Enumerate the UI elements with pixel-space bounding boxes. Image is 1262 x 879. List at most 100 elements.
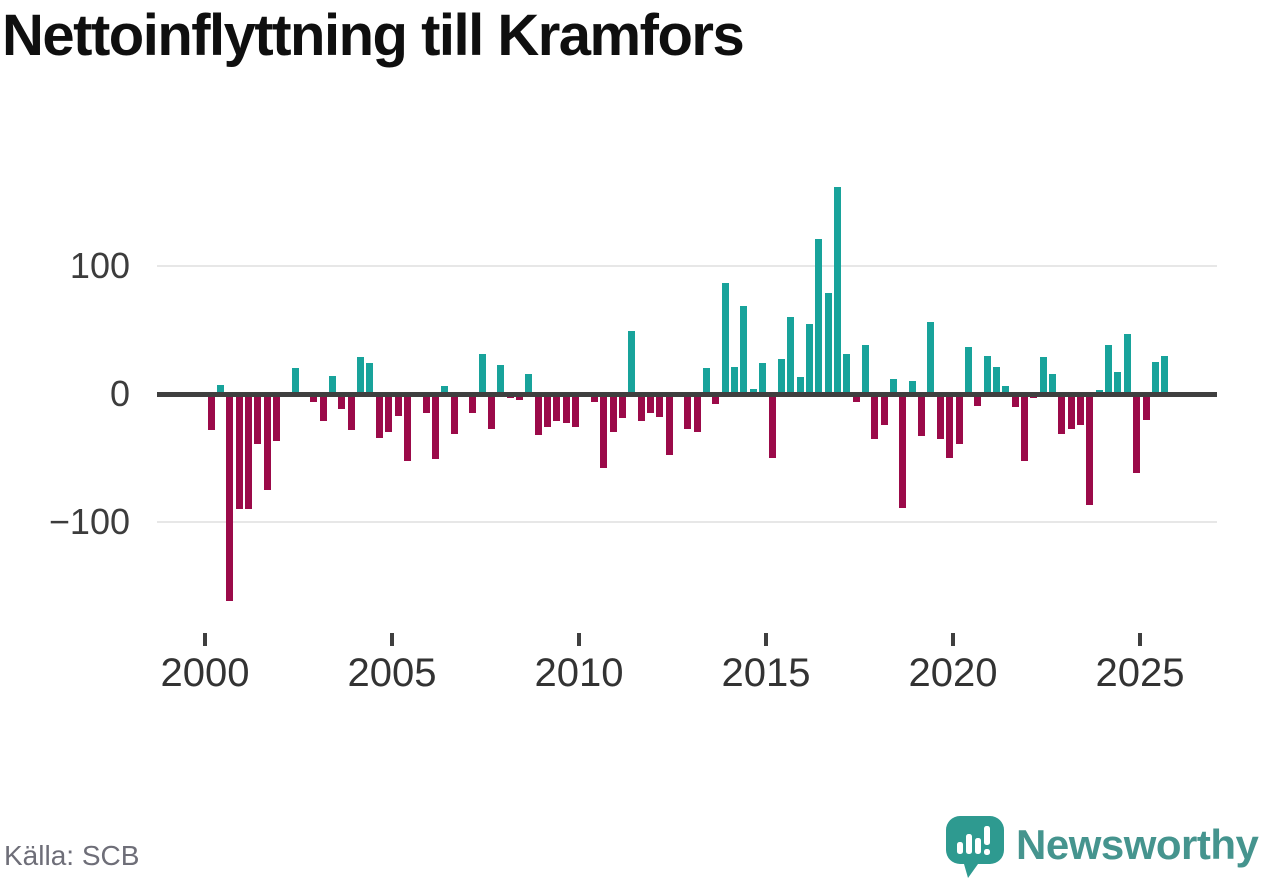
y-axis-label-100: 100 [69, 245, 130, 286]
bar-2009-q1 [544, 394, 552, 428]
bar-2022-q4 [1058, 394, 1066, 434]
bar-2021-q4 [1020, 394, 1028, 461]
logo-exclamation-dot [984, 849, 990, 855]
x-axis-tick-2010 [577, 633, 581, 646]
bar-2020-q2 [964, 346, 972, 394]
logo-bar [957, 842, 963, 854]
bar-2012-q1 [656, 394, 664, 418]
bar-2014-q3 [749, 388, 757, 394]
bar-2009-q4 [572, 394, 580, 428]
logo-bar [975, 838, 981, 854]
x-axis-label-2000: 2000 [160, 651, 250, 695]
bar-2004-q4 [385, 394, 393, 433]
logo-exclamation-line [984, 826, 990, 845]
bar-2014-q2 [740, 305, 748, 394]
bar-2004-q3 [375, 394, 383, 438]
bar-2005-q1 [394, 394, 402, 416]
bar-2024-q4 [1133, 394, 1141, 474]
bar-2023-q3 [1086, 394, 1094, 506]
x-axis-label-2010: 2010 [534, 651, 624, 695]
bar-2006-q3 [450, 394, 458, 434]
bar-2018-q3 [899, 394, 907, 508]
bar-2014-q4 [759, 363, 767, 394]
bar-2023-q2 [1077, 394, 1085, 425]
bar-2018-q1 [880, 394, 888, 425]
gridline--100 [157, 521, 1217, 523]
bar-2010-q3 [600, 394, 608, 469]
bar-2005-q4 [422, 394, 430, 414]
bar-2021-q3 [1011, 394, 1019, 407]
bar-2019-q3 [936, 394, 944, 439]
bar-2008-q4 [534, 394, 542, 435]
bar-2001-q1 [244, 394, 252, 510]
bar-2013-q4 [721, 282, 729, 394]
bar-2018-q4 [908, 381, 916, 394]
bar-2019-q1 [918, 394, 926, 437]
bar-2003-q4 [347, 394, 355, 430]
newsworthy-logo-icon [946, 816, 1004, 878]
bar-2024-q2 [1114, 372, 1122, 394]
gridline-100 [157, 265, 1217, 267]
bar-2024-q3 [1123, 333, 1131, 394]
bar-2007-q4 [497, 364, 505, 394]
zero-line [157, 392, 1217, 397]
bar-2013-q1 [693, 394, 701, 433]
bar-2001-q3 [263, 394, 271, 490]
x-axis-label-2025: 2025 [1095, 651, 1185, 695]
bar-2013-q3 [712, 394, 720, 405]
bar-2017-q3 [862, 345, 869, 394]
bar-2010-q4 [609, 394, 617, 433]
bar-2011-q1 [618, 394, 626, 419]
bar-2012-q4 [684, 394, 692, 429]
bar-2017-q1 [843, 354, 851, 394]
source-note: Källa: SCB [4, 840, 140, 871]
bar-2003-q2 [329, 376, 337, 394]
brand-wordmark: Newsworthy [1016, 821, 1259, 868]
bar-2005-q2 [403, 394, 411, 461]
bar-2016-q4 [833, 186, 841, 394]
bar-2008-q3 [525, 373, 533, 394]
bar-2001-q4 [272, 394, 280, 442]
bar-2023-q1 [1067, 394, 1075, 429]
x-axis-label-2015: 2015 [721, 651, 811, 695]
x-axis-label-2020: 2020 [908, 651, 998, 695]
bar-2022-q2 [1039, 356, 1047, 394]
brand-footer: Newsworthy [946, 814, 1262, 878]
bar-2024-q1 [1105, 345, 1113, 394]
bar-2013-q2 [703, 368, 711, 394]
bar-2019-q4 [946, 394, 954, 458]
bar-2002-q4 [310, 394, 318, 402]
bar-2011-q2 [628, 331, 636, 394]
bar-2001-q2 [254, 394, 262, 444]
chart-title: Nettoinflyttning till Kramfors [2, 3, 745, 68]
bar-2017-q4 [871, 394, 879, 439]
x-axis-tick-2015 [764, 633, 768, 646]
bar-2008-q2 [516, 394, 524, 401]
bar-2022-q3 [1049, 373, 1056, 394]
bar-2007-q1 [469, 394, 477, 414]
bar-2015-q2 [777, 359, 785, 394]
bar-2018-q2 [890, 378, 898, 394]
bar-2011-q3 [637, 394, 645, 421]
bar-2016-q3 [824, 292, 832, 394]
x-axis-tick-2005 [390, 633, 394, 646]
bar-2025-q1 [1142, 394, 1150, 420]
bar-2020-q3 [974, 394, 982, 406]
bar-2000-q2 [216, 385, 224, 394]
bar-2009-q3 [562, 394, 570, 424]
bar-2007-q3 [488, 394, 495, 429]
bar-2016-q1 [805, 323, 813, 394]
bar-2000-q1 [207, 394, 215, 430]
bar-2017-q2 [852, 394, 860, 402]
bar-2019-q2 [927, 322, 935, 394]
x-axis-tick-2020 [951, 633, 955, 646]
bar-2000-q3 [226, 394, 234, 602]
bar-2020-q4 [983, 355, 991, 394]
bar-2025-q2 [1151, 362, 1159, 394]
bar-2021-q1 [992, 367, 1000, 394]
bar-2006-q1 [431, 394, 439, 460]
bar-2014-q1 [731, 367, 739, 394]
bar-2011-q4 [646, 394, 654, 414]
bar-2015-q4 [796, 377, 804, 394]
